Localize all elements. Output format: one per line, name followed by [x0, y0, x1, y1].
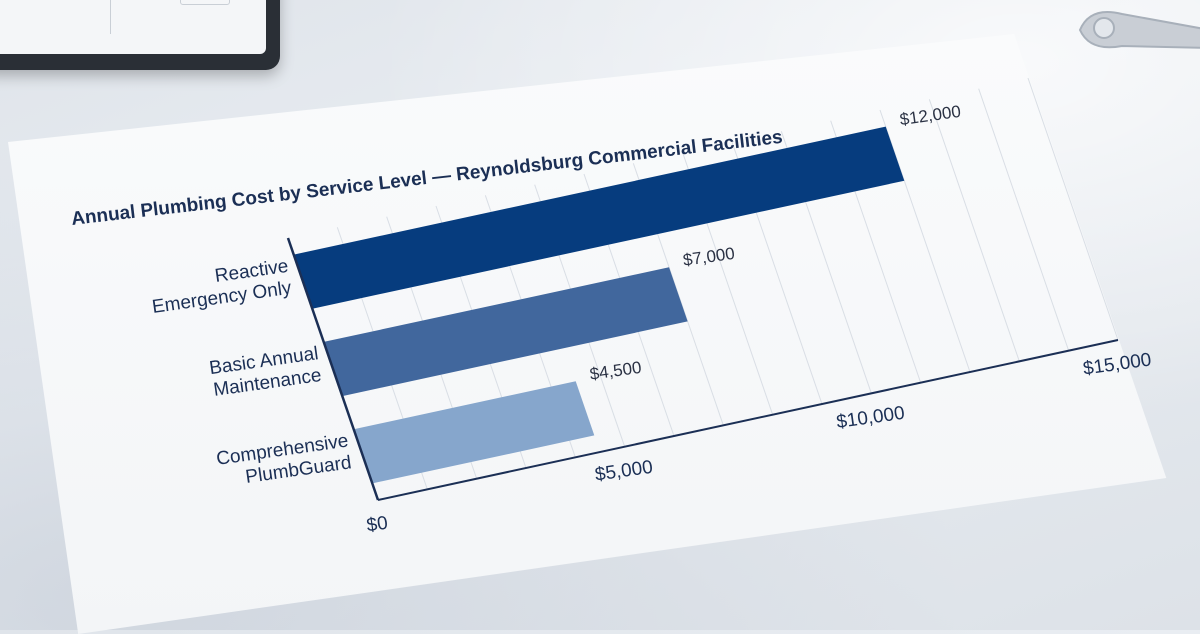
value-label: $12,000	[899, 102, 962, 129]
bar-3	[353, 381, 595, 484]
value-label: $7,000	[682, 244, 736, 270]
category-label: ComprehensivePlumbGuard	[215, 430, 353, 491]
category-label: Basic AnnualMaintenance	[208, 343, 323, 401]
bar-1	[293, 126, 905, 309]
wrench-icon	[1078, 11, 1200, 49]
axes-layer	[286, 237, 1119, 501]
tick-label: $5,000	[594, 457, 654, 486]
tablet-screen	[0, 0, 266, 54]
x-axis-line	[377, 339, 1119, 501]
category-label: ReactiveEmergency Only	[148, 256, 294, 318]
tick-label: $0	[365, 513, 389, 537]
tick-label: $10,000	[835, 403, 906, 433]
y-axis-line	[286, 237, 380, 501]
gridline	[978, 88, 1070, 351]
bar-2	[323, 267, 688, 397]
gridline	[928, 99, 1020, 362]
value-label: $4,500	[589, 358, 643, 384]
tick-label: $15,000	[1082, 349, 1153, 379]
bars-layer	[293, 126, 905, 484]
tablet-device	[0, 0, 280, 70]
gridline	[1027, 77, 1119, 341]
